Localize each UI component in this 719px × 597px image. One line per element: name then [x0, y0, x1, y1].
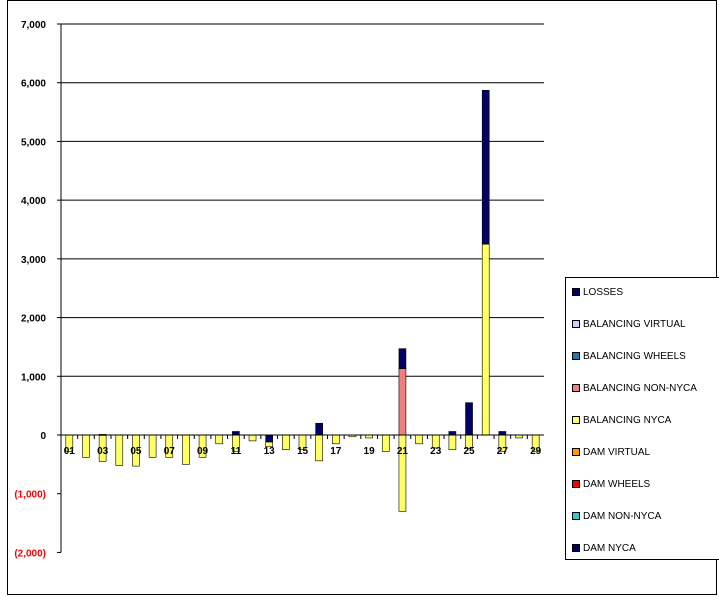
bar-segment-balancing-nyca [148, 434, 157, 458]
legend-item: DAM WHEELS [572, 477, 650, 491]
legend-label: BALANCING WHEELS [583, 350, 686, 362]
legend-label: LOSSES [583, 286, 624, 298]
legend-label: BALANCING NYCA [583, 414, 672, 426]
legend-label: DAM NON-NYCA [583, 510, 662, 522]
bar-segment-losses [315, 422, 323, 436]
bar-segment-balancing-nyca [182, 434, 190, 465]
x-tick-label: 09 [197, 446, 209, 457]
chart-plot: 7,000 6,000 5,000 4,000 3,000 2,000 1,000 0 (1,0… [14, 20, 544, 559]
legend-label: DAM WHEELS [583, 478, 651, 490]
x-tick-label: 05 [130, 446, 142, 457]
x-tick-label: 27 [497, 446, 509, 457]
bar-segment-losses [481, 90, 490, 245]
legend-label: DAM NYCA [583, 542, 636, 554]
bar-segment-balancing-nyca [215, 434, 224, 445]
x-tick-label: 07 [164, 446, 176, 457]
bar-segment-losses [448, 431, 457, 436]
legend-item: DAM VIRTUAL [572, 445, 650, 459]
y-tick-label: 3,000 [21, 255, 46, 266]
legend-item: BALANCING VIRTUAL [572, 317, 686, 331]
legend-swatch [572, 416, 580, 424]
legend-swatch [572, 448, 580, 456]
legend-swatch [572, 320, 580, 328]
chart-legend: LOSSES BALANCING VIRTUAL BALANCING WHEELS B… [565, 277, 719, 560]
bar-segment-losses [232, 431, 240, 436]
x-tick-label: 15 [297, 446, 309, 457]
legend-item: BALANCING NYCA [572, 413, 671, 427]
x-tick-label: 23 [430, 446, 442, 457]
y-tick-label: 1,000 [21, 372, 46, 383]
bar-segment-losses [465, 402, 473, 436]
legend-swatch [572, 384, 580, 392]
x-tick-label: 19 [364, 446, 376, 457]
y-tick-label: 2,000 [21, 314, 46, 325]
bar-segment-balancing-nyca [481, 243, 490, 436]
x-tick-label: 01 [64, 446, 76, 457]
bar-segment-balancing-nyca [248, 434, 257, 442]
y-tick-label: 7,000 [21, 20, 46, 31]
x-tick-label: 11 [231, 446, 242, 457]
chart-frame: 7,000 6,000 5,000 4,000 3,000 2,000 1,000 0 (1,0… [7, 0, 719, 595]
bar-segment-balancing-nyca [115, 434, 124, 466]
x-tick-label: 29 [530, 446, 542, 457]
legend-item: BALANCING NON-NYCA [572, 381, 697, 395]
legend-label: DAM VIRTUAL [583, 446, 651, 458]
y-tick-label: (2,000) [14, 548, 46, 559]
bar-segment-balancing-nyca [415, 434, 423, 445]
bar-segment-balancing-nyca [82, 434, 90, 458]
y-tick-label: (1,000) [14, 490, 46, 501]
bar-segment-balancing-nyca [282, 434, 290, 450]
y-tick-label: 4,000 [21, 196, 46, 207]
legend-label: BALANCING VIRTUAL [583, 318, 686, 330]
legend-swatch [572, 544, 580, 552]
legend-label: BALANCING NON-NYCA [583, 382, 697, 394]
bar-segment-balancing-nyca [315, 434, 323, 462]
legend-swatch [572, 288, 580, 296]
legend-item: BALANCING WHEELS [572, 349, 686, 363]
y-tick-label: 5,000 [21, 137, 46, 148]
bar-segment-balancing-non-nyca [398, 368, 407, 436]
x-tick-label: 03 [97, 446, 109, 457]
bar-segment-balancing-nyca [332, 434, 340, 445]
bar-segment-balancing-nyca [448, 434, 457, 450]
legend-item: LOSSES [572, 285, 623, 299]
legend-swatch [572, 512, 580, 520]
bar-segment-losses [498, 431, 507, 436]
y-tick-label: 0 [40, 431, 46, 442]
legend-swatch [572, 480, 580, 488]
legend-item: DAM NON-NYCA [572, 509, 661, 523]
x-tick-label: 13 [264, 446, 276, 457]
y-tick-label: 6,000 [21, 79, 46, 90]
bar-segment-dam-nyca [265, 434, 273, 443]
x-tick-label: 21 [397, 446, 409, 457]
bar-segment-balancing-nyca [381, 434, 390, 452]
x-tick-label: 17 [330, 446, 342, 457]
x-tick-label: 25 [463, 446, 475, 457]
bar-segment-losses [398, 348, 407, 369]
legend-swatch [572, 352, 580, 360]
bar-segment-balancing-nyca [265, 441, 273, 448]
legend-item: DAM NYCA [572, 541, 636, 555]
